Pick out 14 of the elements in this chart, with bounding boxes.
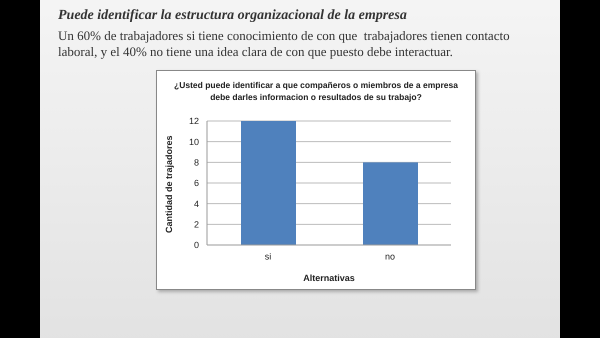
y-tick-label: 4 bbox=[194, 198, 199, 209]
x-tick-label: si bbox=[264, 251, 272, 262]
chart-subtitle: Un 60% de trabajadores si tiene conocimiento de con que trabajadores tienen contacto laboral, y el 40% no tiene una idea clara de con que puesto debe interactuar. bbox=[58, 28, 511, 60]
y-tick-label: 8 bbox=[194, 158, 199, 168]
y-tick-label: 10 bbox=[188, 136, 199, 147]
y-tick-label: 0 bbox=[194, 240, 199, 250]
x-axis-title: Alternativas bbox=[303, 273, 355, 283]
chart-title: Puede identificar la estructura organizacional de la empresa bbox=[58, 8, 407, 24]
x-tick-label: no bbox=[384, 251, 396, 262]
text: ¿Usted puede identificar a que compañeros o miembros de a empresa debe darles informacion o resultados de su trabajo? bbox=[173, 79, 459, 103]
y-axis-title: Cantidad de trajadores bbox=[164, 135, 174, 233]
y-tick-label: 12 bbox=[188, 116, 199, 126]
y-tick-label: 6 bbox=[194, 178, 199, 188]
y-tick-label: 2 bbox=[194, 220, 199, 230]
